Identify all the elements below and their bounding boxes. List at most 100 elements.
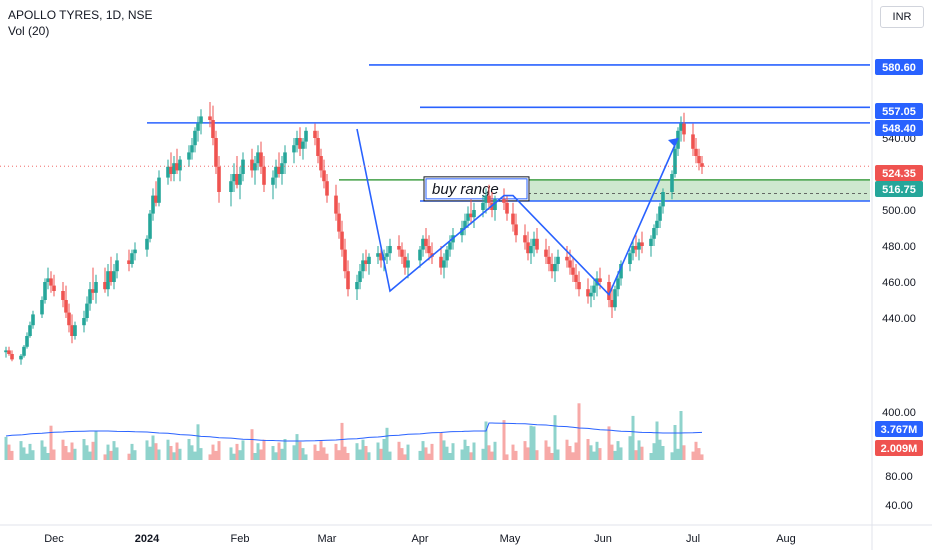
volume-indicator-label: Vol (20) <box>8 24 50 38</box>
volume-bar <box>88 451 92 460</box>
volume-bar <box>535 450 539 460</box>
candle-body <box>589 292 593 297</box>
volume-bar <box>487 445 491 460</box>
candle-body <box>502 199 506 203</box>
volume-bar <box>112 441 116 460</box>
candle-body <box>112 271 116 282</box>
price-tick-label: 460.00 <box>882 277 916 289</box>
candle-body <box>547 256 551 264</box>
volume-bar <box>529 425 533 460</box>
chart-title: APOLLO TYRES, 1D, NSE <box>8 8 153 22</box>
volume-bar <box>109 450 113 460</box>
candle-body <box>94 282 98 293</box>
volume-bar <box>571 452 575 460</box>
buy-range-label: buy range <box>432 181 499 198</box>
volume-bar <box>232 453 236 460</box>
volume-bar <box>103 454 107 460</box>
candle-body <box>127 260 131 264</box>
volume-bar <box>382 439 386 460</box>
candle-body <box>196 123 200 131</box>
volume-bar <box>700 454 704 460</box>
volume-bar <box>52 449 56 460</box>
candle-body <box>421 238 425 250</box>
volume-bar <box>70 442 74 460</box>
volume-bar <box>589 445 593 460</box>
volume-bar <box>280 448 284 460</box>
candle-body <box>304 130 308 142</box>
candle-body <box>613 289 617 308</box>
volume-bar <box>466 446 470 460</box>
candle-body <box>511 213 515 225</box>
volume-bar <box>592 451 596 460</box>
candle-body <box>649 238 653 246</box>
volume-bar <box>343 446 347 460</box>
candle-body <box>298 138 302 149</box>
volume-bar <box>598 448 602 460</box>
volume-bar <box>127 453 131 460</box>
candle-body <box>232 174 236 182</box>
candle-body <box>514 224 518 236</box>
candle-body <box>82 318 86 326</box>
candle-body <box>400 249 404 257</box>
candle-body <box>49 278 53 286</box>
volume-bar <box>490 451 494 460</box>
candle-body <box>376 253 380 257</box>
volume-bar <box>364 446 368 460</box>
candle-body <box>406 260 410 268</box>
volume-bar <box>586 439 590 460</box>
volume-bar <box>577 403 581 460</box>
candle-body <box>292 145 296 153</box>
volume-bar <box>514 450 518 460</box>
volume-bar <box>556 449 560 460</box>
volume-bar <box>169 446 173 460</box>
candle-body <box>439 256 443 268</box>
candle-body <box>190 145 194 153</box>
candle-body <box>25 336 29 347</box>
candle-body <box>586 289 590 297</box>
currency-button[interactable]: INR <box>880 6 924 28</box>
volume-bar <box>313 444 317 460</box>
volume-bar <box>595 441 599 460</box>
candle-body <box>577 282 581 290</box>
candle-body <box>316 138 320 156</box>
volume-bar <box>652 443 656 460</box>
candle-body <box>571 267 575 275</box>
candle-body <box>466 213 470 221</box>
candle-body <box>337 213 341 232</box>
volume-bar <box>157 449 161 460</box>
volume-bar <box>358 449 362 460</box>
candle-body <box>217 166 221 192</box>
volume-bar <box>610 444 614 460</box>
volume-bar <box>175 442 179 460</box>
candle-body <box>238 174 242 185</box>
candle-body <box>295 138 299 146</box>
candle-body <box>700 163 704 167</box>
candle-body <box>130 253 134 264</box>
candle-body <box>259 152 263 167</box>
volume-bar <box>550 453 554 460</box>
volume-bar <box>679 411 683 460</box>
candle-body <box>565 256 569 261</box>
time-tick-label: Aug <box>776 533 796 545</box>
candle-body <box>592 285 596 293</box>
volume-bar <box>172 452 176 460</box>
candle-body <box>229 181 233 192</box>
volume-bar <box>325 453 329 460</box>
candle-body <box>7 350 11 354</box>
candle-body <box>64 300 68 313</box>
volume-bar <box>400 448 404 460</box>
candle-body <box>175 163 179 171</box>
candle-body <box>106 271 110 290</box>
volume-bar <box>634 450 638 460</box>
candle-body <box>568 260 572 268</box>
volume-bar <box>229 447 233 460</box>
volume-bar <box>406 444 410 460</box>
candle-body <box>214 138 218 167</box>
candle-body <box>250 159 254 171</box>
candle-body <box>448 242 452 250</box>
candle-body <box>424 238 428 246</box>
price-label-text: 557.05 <box>882 106 916 118</box>
price-tick-label: 440.00 <box>882 313 916 325</box>
candle-body <box>19 355 23 360</box>
